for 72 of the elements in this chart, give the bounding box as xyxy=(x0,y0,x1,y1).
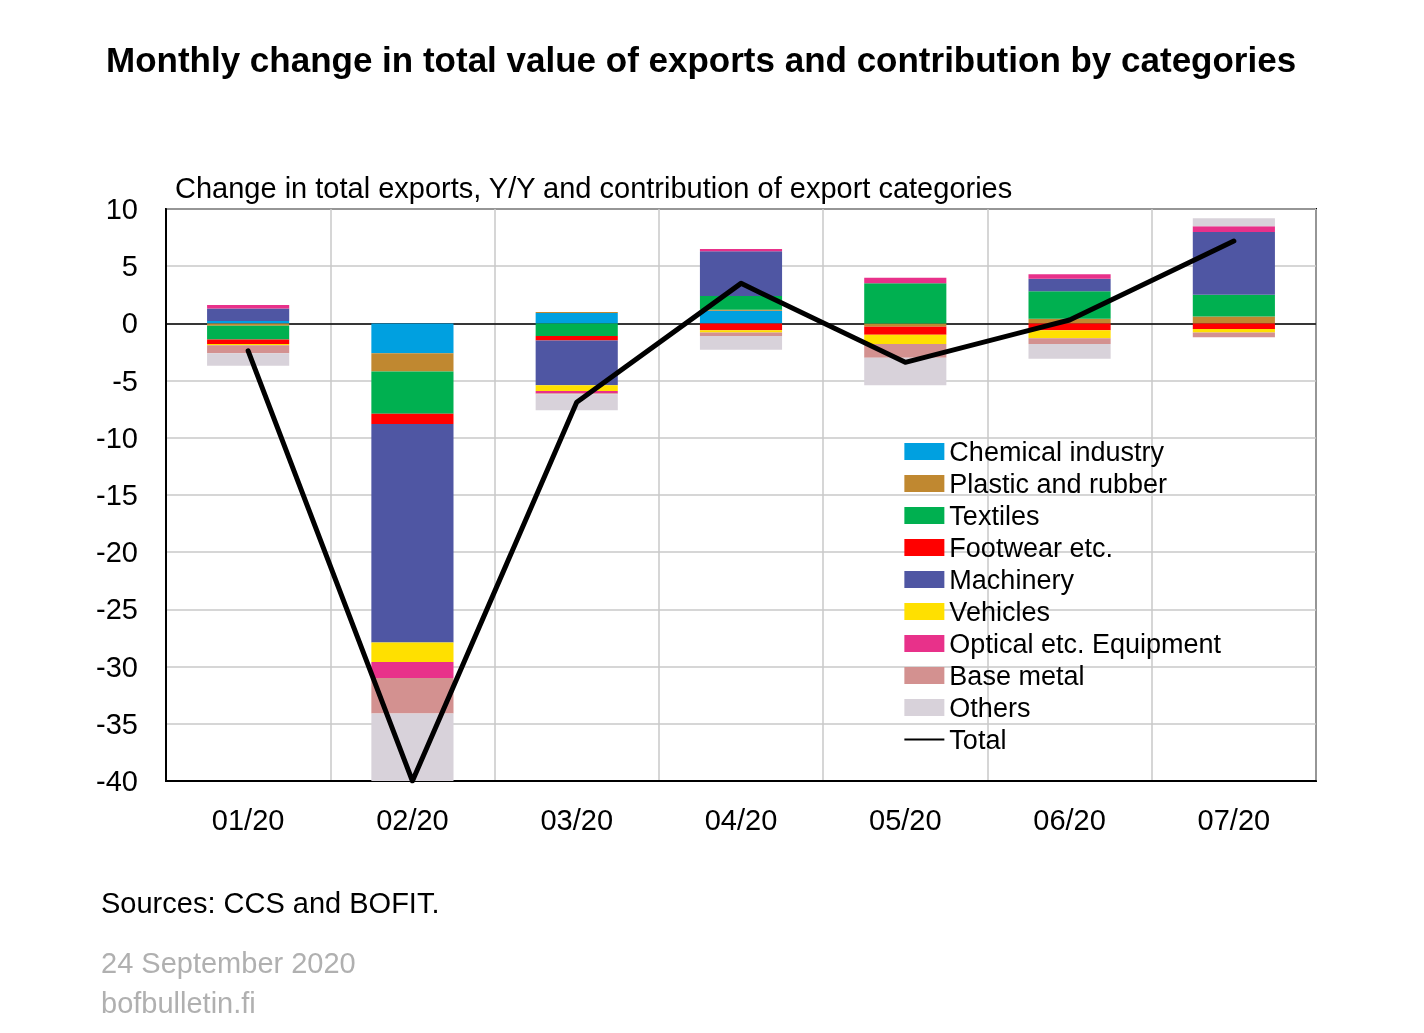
legend-label: Chemical industry xyxy=(949,436,1165,467)
bar xyxy=(371,413,454,425)
x-tick-label: 02/20 xyxy=(376,803,449,836)
bar xyxy=(371,353,454,372)
y-tick-label: -5 xyxy=(112,364,138,397)
bar xyxy=(864,326,947,335)
bar xyxy=(1192,294,1275,317)
bar xyxy=(535,313,618,324)
bar xyxy=(535,394,618,411)
bar xyxy=(864,323,947,327)
bar xyxy=(699,251,783,296)
y-tick-label: -15 xyxy=(96,479,138,511)
bar xyxy=(207,325,290,340)
bar xyxy=(1028,291,1111,319)
legend-label: Vehicles xyxy=(949,596,1050,627)
bar xyxy=(207,308,290,322)
y-tick-label: -20 xyxy=(96,536,138,569)
bar xyxy=(207,353,290,366)
bar xyxy=(535,340,618,386)
bar xyxy=(864,357,947,386)
source-note: Sources: CCS and BOFIT. xyxy=(101,886,440,919)
y-tick-label: -30 xyxy=(96,650,138,683)
x-tick-label: 05/20 xyxy=(869,803,942,836)
legend-label: Machinery xyxy=(949,564,1075,595)
bar xyxy=(864,283,947,324)
text: 24 September 2020 xyxy=(101,946,356,979)
y-tick-label: -40 xyxy=(96,765,138,797)
bar xyxy=(1028,278,1111,292)
bar xyxy=(1192,329,1275,333)
y-tick-label: 0 xyxy=(121,307,138,340)
y-tick-label: 10 xyxy=(105,193,138,225)
legend-label: Others xyxy=(949,692,1031,723)
legend-label: Total xyxy=(949,724,1007,755)
bar xyxy=(1028,338,1111,344)
legend-label: Plastic and rubber xyxy=(949,468,1167,499)
bar xyxy=(207,339,290,344)
bar xyxy=(864,334,947,344)
x-tick-label: 06/20 xyxy=(1033,803,1106,836)
bar xyxy=(207,305,290,309)
legend-label: Optical etc. Equipment xyxy=(949,628,1222,659)
bar xyxy=(371,323,454,354)
legend-label: Textiles xyxy=(949,500,1040,531)
y-tick-label: -25 xyxy=(96,593,138,626)
x-tick-label: 01/20 xyxy=(211,803,285,836)
x-tick-label: 07/20 xyxy=(1197,803,1271,836)
y-tick-label: -35 xyxy=(96,707,138,740)
bar xyxy=(699,323,783,331)
y-tick-label: 5 xyxy=(121,250,138,283)
bar xyxy=(371,424,454,643)
bar xyxy=(207,345,290,354)
bar xyxy=(371,371,454,414)
bar xyxy=(371,662,454,679)
bar xyxy=(699,310,783,324)
bar xyxy=(699,335,783,350)
bar xyxy=(1192,323,1275,330)
chart-subtitle: Change in total exports, Y/Y and contribution of export categories xyxy=(175,171,1013,204)
bar xyxy=(1028,343,1111,359)
bar xyxy=(1192,231,1275,295)
x-tick-label: 03/20 xyxy=(540,803,613,836)
bar xyxy=(1028,274,1111,279)
x-tick-label: 04/20 xyxy=(704,803,778,836)
legend-label: Base metal xyxy=(949,660,1085,691)
y-tick-label: -10 xyxy=(96,421,138,454)
legend-label: Footwear etc. xyxy=(949,532,1113,563)
bar xyxy=(371,642,454,663)
bar xyxy=(1192,226,1275,232)
bar xyxy=(535,335,618,341)
chart-title: Monthly change in total value of exports and contribution by categories xyxy=(106,39,1297,79)
bar xyxy=(1192,218,1275,227)
bar xyxy=(535,323,618,336)
bar xyxy=(1028,330,1111,339)
text: bofbulletin.fi xyxy=(101,986,256,1019)
